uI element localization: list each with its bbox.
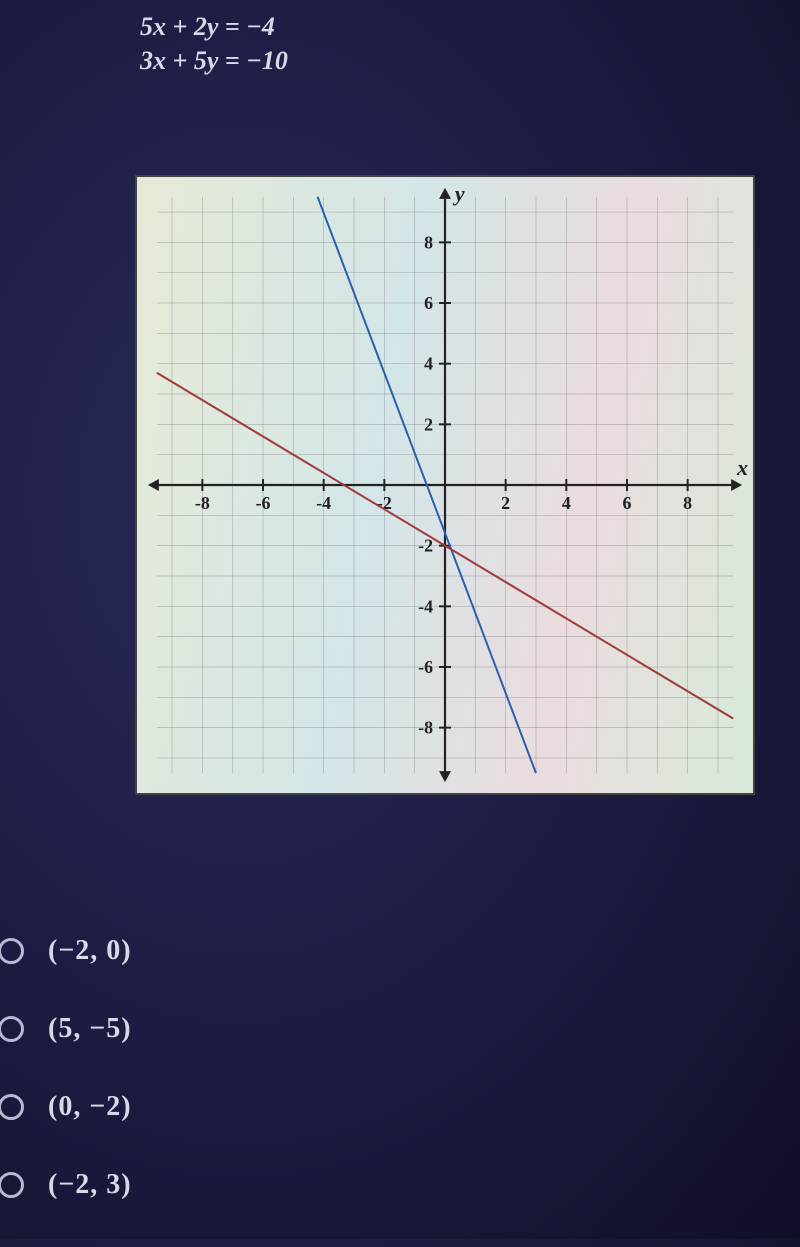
equation-block: 5x + 2y = −4 3x + 5y = −10 xyxy=(140,10,288,78)
svg-text:2: 2 xyxy=(501,493,510,513)
svg-text:x: x xyxy=(736,456,748,480)
svg-text:-6: -6 xyxy=(418,657,433,677)
svg-text:-8: -8 xyxy=(418,718,433,738)
coordinate-chart: -8-6-4-22468-8-6-4-22468xy xyxy=(137,177,753,793)
option-a[interactable]: (−2, 0) xyxy=(8,935,132,967)
equation-2: 3x + 5y = −10 xyxy=(140,44,288,78)
svg-text:-6: -6 xyxy=(256,493,271,513)
svg-text:-2: -2 xyxy=(418,536,433,556)
radio-icon[interactable] xyxy=(0,1016,24,1042)
option-d[interactable]: (−2, 3) xyxy=(8,1169,132,1201)
svg-text:4: 4 xyxy=(424,354,433,374)
equation-1: 5x + 2y = −4 xyxy=(140,10,288,44)
radio-icon[interactable] xyxy=(0,938,24,964)
svg-text:-4: -4 xyxy=(418,596,433,616)
option-label: (−2, 3) xyxy=(48,1169,132,1201)
svg-text:-8: -8 xyxy=(195,493,210,513)
svg-text:-4: -4 xyxy=(316,493,331,513)
svg-text:y: y xyxy=(452,182,465,206)
svg-text:2: 2 xyxy=(424,414,433,434)
option-label: (−2, 0) xyxy=(48,935,132,967)
svg-text:4: 4 xyxy=(562,493,571,513)
svg-text:6: 6 xyxy=(623,493,632,513)
option-label: (5, −5) xyxy=(48,1013,132,1045)
chart-container: -8-6-4-22468-8-6-4-22468xy xyxy=(135,175,755,795)
radio-icon[interactable] xyxy=(0,1094,24,1120)
option-c[interactable]: (0, −2) xyxy=(8,1091,132,1123)
option-label: (0, −2) xyxy=(48,1091,132,1123)
answer-options: (−2, 0) (5, −5) (0, −2) (−2, 3) xyxy=(8,935,132,1247)
svg-text:8: 8 xyxy=(424,232,433,252)
svg-text:6: 6 xyxy=(424,293,433,313)
radio-icon[interactable] xyxy=(0,1172,24,1198)
option-b[interactable]: (5, −5) xyxy=(8,1013,132,1045)
svg-text:8: 8 xyxy=(683,493,692,513)
